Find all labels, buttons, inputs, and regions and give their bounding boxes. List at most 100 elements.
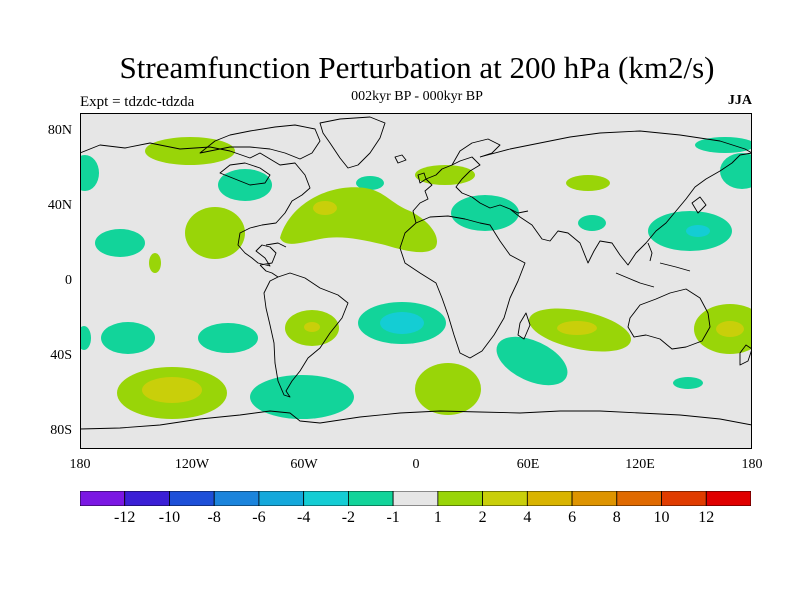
colorbar-tick-label: -4 <box>296 509 311 526</box>
colorbar-swatch <box>347 491 394 506</box>
colorbar-swatch <box>213 491 260 506</box>
coast-south-asia <box>509 152 752 266</box>
coast-indonesia <box>615 272 655 288</box>
colorbar-swatch <box>392 491 439 506</box>
lat-label-40s: 40S <box>50 348 72 363</box>
colorbar-tick-label: 12 <box>698 509 715 526</box>
region-negative <box>720 153 752 189</box>
coast-north-asia <box>479 130 752 158</box>
colorbar-swatch <box>482 491 528 506</box>
coast-japan <box>691 196 707 214</box>
region-negative <box>673 377 703 389</box>
region-negative <box>578 215 606 231</box>
coast-arctic-islands <box>199 124 321 160</box>
colorbar-swatch <box>124 491 170 506</box>
region-negative <box>95 229 145 257</box>
lon-label-180w: 180 <box>69 457 91 472</box>
lat-label-0: 0 <box>65 273 72 288</box>
colorbar-swatch <box>526 491 573 506</box>
region-negative <box>80 326 91 350</box>
region-negative <box>451 195 519 231</box>
season-label: JJA <box>727 93 752 108</box>
region-positive <box>566 175 610 191</box>
experiment-label: Expt = tdzdc-tdzda <box>80 94 195 110</box>
coastlines <box>80 116 752 430</box>
coast-antarctica <box>80 410 752 430</box>
colorbar-tick-label: 6 <box>568 509 577 526</box>
lon-label-120w: 120W <box>174 457 210 472</box>
lon-label-180e: 180 <box>741 457 763 472</box>
lon-label-120e: 120E <box>625 457 655 472</box>
colorbar-tick-label: 1 <box>433 509 442 526</box>
map-canvas <box>80 113 752 449</box>
colorbar-swatch <box>616 491 662 506</box>
colorbar-tick-label: -1 <box>386 509 400 526</box>
region-positive-mid <box>304 322 320 332</box>
region-positive-mid <box>142 377 202 403</box>
region-positive <box>185 207 245 259</box>
coast-cuba <box>265 242 287 248</box>
region-negative <box>356 176 384 190</box>
coast-australia <box>627 288 711 350</box>
region-negative <box>695 137 752 153</box>
region-negative <box>101 322 155 354</box>
coast-europe <box>412 156 511 224</box>
map-panel <box>80 113 752 449</box>
coast-hudson-bay <box>219 162 271 186</box>
region-positive-mid <box>716 321 744 337</box>
region-negative-mid <box>380 312 424 334</box>
colorbar-swatch <box>303 491 349 506</box>
region-positive-mid <box>313 201 337 215</box>
colorbar-tick-label: 2 <box>478 509 487 526</box>
colorbar-tick-label: -2 <box>341 509 356 526</box>
colorbar-tick-label: -12 <box>114 509 136 526</box>
coast-africa <box>399 215 526 359</box>
colorbar-swatch <box>571 491 618 506</box>
lat-label-80s: 80S <box>50 423 72 438</box>
coast-britain <box>417 172 427 184</box>
region-positive <box>149 253 161 273</box>
region-negative <box>496 336 568 386</box>
map-frame <box>80 113 752 449</box>
colorbar <box>80 491 751 506</box>
coast-philippines <box>647 242 653 262</box>
lon-label-60w: 60W <box>290 457 318 472</box>
region-positive <box>145 137 235 165</box>
chart-title: Streamfunction Perturbation at 200 hPa (… <box>119 50 715 85</box>
colorbar-swatch <box>437 491 483 506</box>
lat-label-80n: 80N <box>47 123 72 138</box>
coast-central-america <box>259 264 279 278</box>
anomaly-regions <box>80 137 752 419</box>
region-negative <box>198 323 258 353</box>
coast-middle-east <box>509 208 529 214</box>
colorbar-tick-label: 4 <box>523 509 532 526</box>
coast-south-america <box>263 272 349 398</box>
coast-greenland <box>319 116 386 169</box>
colorbar-tick-label: -10 <box>158 509 181 526</box>
colorbar-tick-label: 10 <box>653 509 670 526</box>
colorbar-tick-label: -8 <box>207 509 221 526</box>
coast-new-guinea <box>659 262 691 272</box>
region-positive <box>415 363 481 415</box>
region-positive <box>415 165 475 185</box>
region-negative <box>250 375 354 419</box>
coast-scandinavia <box>451 138 501 166</box>
lat-label-40n: 40N <box>47 198 72 213</box>
colorbar-swatch <box>80 491 126 506</box>
lon-label-0: 0 <box>412 457 420 472</box>
lon-label-60e: 60E <box>516 457 540 472</box>
coast-iceland <box>394 154 407 164</box>
colorbar-swatch <box>169 491 215 506</box>
colorbar-swatch <box>661 491 707 506</box>
colorbar-swatch <box>705 491 751 506</box>
chart-subtitle: 002kyr BP - 000kyr BP <box>351 89 483 104</box>
colorbar-tick-label: 8 <box>612 509 621 526</box>
region-negative <box>218 169 272 201</box>
region-negative-mid <box>686 225 710 237</box>
region-positive-mid <box>557 321 597 335</box>
coast-new-zealand <box>739 344 752 366</box>
region-negative <box>80 155 99 191</box>
colorbar-swatch <box>258 491 305 506</box>
coast-north-america <box>80 142 311 267</box>
colorbar-tick-label: -6 <box>252 509 266 526</box>
